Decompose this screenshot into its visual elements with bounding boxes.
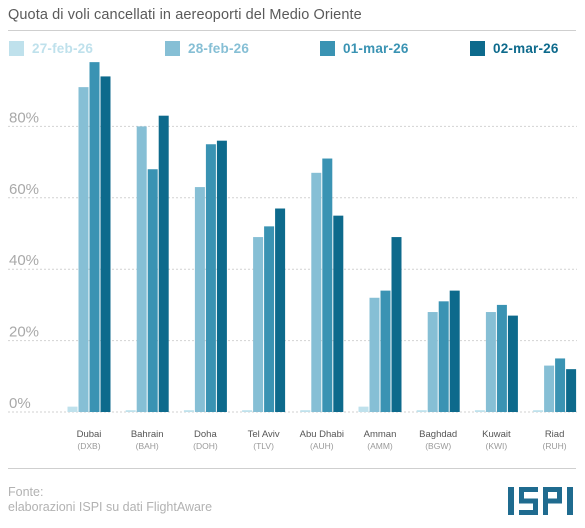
bar: [194, 187, 205, 412]
bar-chart: 0% 20% 40% 60% 80% Dubai(DXB) Bahrain(BAH) Doha…: [8, 62, 577, 451]
bar: [544, 365, 555, 412]
bar: [438, 301, 449, 412]
legend-label-2: 28-feb-26: [188, 40, 250, 56]
bar: [78, 87, 89, 412]
bar: [496, 304, 507, 412]
x-tick-code: (BAH): [136, 441, 159, 451]
bar: [67, 406, 78, 412]
title-rule: [8, 30, 576, 31]
legend-item-2: 28-feb-26: [165, 38, 249, 58]
bar: [380, 290, 391, 412]
x-tick-label: Kuwait: [482, 429, 511, 440]
bar: [136, 126, 147, 413]
bar: [507, 315, 518, 412]
x-tick-label: Dubai: [77, 429, 102, 440]
x-tick-code: (AUH): [310, 441, 334, 451]
source-text: elaborazioni ISPI su dati FlightAware: [8, 500, 213, 514]
x-tick-code: (TLV): [253, 441, 274, 451]
legend-swatch-1: [9, 40, 24, 56]
bar: [300, 410, 311, 412]
y-tick-label: 60%: [9, 181, 39, 198]
legend-label-3: 01-mar-26: [343, 40, 409, 56]
legend-item-4: 02-mar-26: [470, 38, 559, 58]
bar: [147, 169, 158, 412]
bar: [89, 62, 100, 412]
bar: [322, 158, 333, 412]
ispi-logo: [508, 487, 573, 515]
x-tick-label: Amman: [364, 429, 397, 440]
bar: [369, 297, 380, 412]
bar: [555, 358, 566, 412]
bar: [485, 312, 496, 412]
bar: [391, 237, 402, 412]
x-tick-code: (AMM): [367, 441, 393, 451]
legend-item-3: 01-mar-26: [320, 38, 409, 58]
legend-swatch-3: [320, 40, 335, 56]
x-tick-label: Bahrain: [131, 429, 164, 440]
bar: [183, 410, 194, 412]
footer-rule: [8, 468, 576, 469]
bar: [253, 237, 264, 412]
x-tick-label: Abu Dhabi: [300, 429, 344, 440]
x-tick-code: (BGW): [425, 441, 451, 451]
bar: [333, 215, 344, 412]
bar: [205, 144, 216, 412]
source-note: Fonte: elaborazioni ISPI su dati FlightA…: [8, 485, 212, 515]
legend: 27-feb-26 28-feb-26 01-mar-26 02-mar-26: [8, 38, 578, 58]
y-tick-label: 40%: [9, 252, 39, 269]
y-tick-label: 20%: [9, 324, 39, 341]
bar: [125, 410, 136, 412]
y-tick-label: 0%: [9, 395, 31, 412]
bar: [216, 140, 227, 412]
source-label: Fonte:: [8, 485, 44, 499]
x-tick-code: (DOH): [193, 441, 218, 451]
x-tick-code: (KWI): [486, 441, 508, 451]
bar: [158, 115, 169, 412]
y-tick-label: 80%: [9, 109, 39, 126]
x-tick-code: (RUH): [543, 441, 567, 451]
legend-label-4: 02-mar-26: [493, 40, 559, 56]
x-tick-label: Doha: [194, 429, 217, 440]
chart-title: Quota di voli cancellati in aereoporti d…: [8, 7, 362, 23]
legend-item-1: 27-feb-26: [9, 38, 93, 58]
x-tick-label: Tel Aviv: [248, 429, 280, 440]
legend-label-1: 27-feb-26: [32, 40, 94, 56]
bar: [533, 410, 544, 412]
bar: [275, 208, 286, 412]
bar: [449, 290, 460, 412]
bar: [474, 410, 485, 412]
bar: [566, 369, 577, 412]
bar: [416, 410, 427, 412]
bar: [242, 410, 253, 412]
bar: [264, 226, 275, 412]
x-tick-label: Baghdad: [419, 429, 457, 440]
bar: [311, 172, 322, 412]
bar: [100, 76, 111, 413]
bar: [427, 312, 438, 412]
legend-swatch-4: [470, 40, 485, 56]
x-tick-code: (DXB): [77, 441, 100, 451]
x-tick-label: Riad: [545, 429, 565, 440]
bar: [358, 406, 369, 412]
legend-swatch-2: [165, 40, 180, 56]
